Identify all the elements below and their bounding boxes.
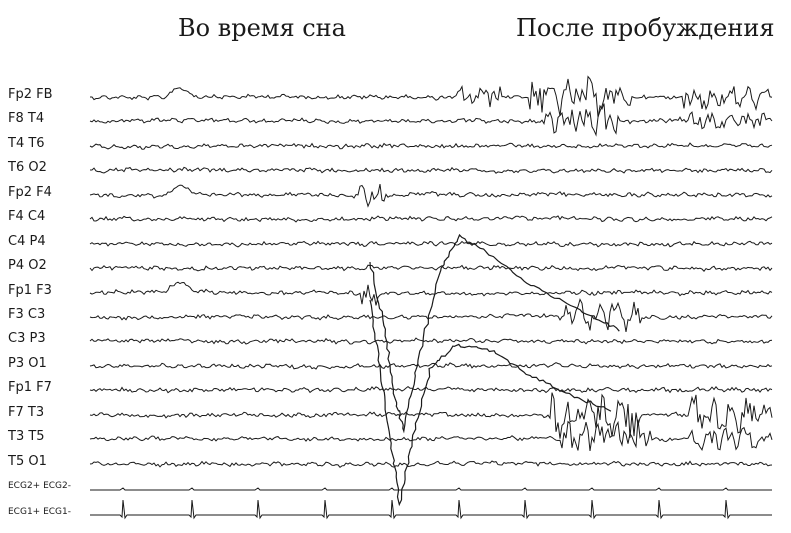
channel-label-p3-o1: P3 O1 <box>8 356 47 371</box>
channel-label-f4-c4: F4 C4 <box>8 209 46 224</box>
channel-label-f7-t3: F7 T3 <box>8 405 45 420</box>
eeg-trace-12 <box>89 362 773 370</box>
channel-label-fp1-f7: Fp1 F7 <box>8 380 52 395</box>
eeg-trace-9 <box>89 281 773 306</box>
eeg-trace-15 <box>89 419 773 451</box>
eeg-trace-3 <box>89 142 773 150</box>
channel-label-f3-c3: F3 C3 <box>8 307 46 322</box>
eeg-trace-10 <box>89 298 773 332</box>
channel-label-fp1-f3: Fp1 F3 <box>8 283 52 298</box>
eeg-trace-1 <box>90 75 773 118</box>
channel-label-t4-t6: T4 T6 <box>8 136 45 151</box>
ecg-trace-1 <box>90 499 772 520</box>
eeg-trace-5 <box>89 183 773 208</box>
eeg-trace-8 <box>89 264 773 272</box>
artifact-curve-lower <box>369 299 612 507</box>
channel-label-t5-o1: T5 O1 <box>8 454 47 469</box>
artifact-curve-upper <box>369 233 620 434</box>
eeg-trace-4 <box>90 166 773 174</box>
heading-during-sleep: Во время сна <box>178 14 346 42</box>
heading-after-waking: После пробуждения <box>516 14 775 42</box>
eeg-trace-6 <box>89 215 773 223</box>
eeg-trace-7 <box>89 240 773 248</box>
eeg-trace-2 <box>89 103 773 137</box>
channel-label-fp2-fb: Fp2 FB <box>8 87 53 102</box>
channel-label-ecg1: ECG1+ ECG1- <box>8 507 71 517</box>
eeg-trace-11 <box>89 337 773 345</box>
channel-label-f8-t4: F8 T4 <box>8 111 45 126</box>
eeg-trace-13 <box>89 385 773 394</box>
channel-label-c3-p3: C3 P3 <box>8 331 46 346</box>
eeg-trace-14 <box>89 392 773 439</box>
eeg-trace-16 <box>89 460 773 468</box>
channel-label-p4-o2: P4 O2 <box>8 258 47 273</box>
channel-label-ecg2: ECG2+ ECG2- <box>8 481 71 491</box>
channel-label-t6-o2: T6 O2 <box>8 160 47 175</box>
channel-label-t3-t5: T3 T5 <box>8 429 45 444</box>
channel-label-c4-p4: C4 P4 <box>8 234 46 249</box>
ecg-trace-2 <box>90 487 772 491</box>
channel-label-fp2-f4: Fp2 F4 <box>8 185 52 200</box>
